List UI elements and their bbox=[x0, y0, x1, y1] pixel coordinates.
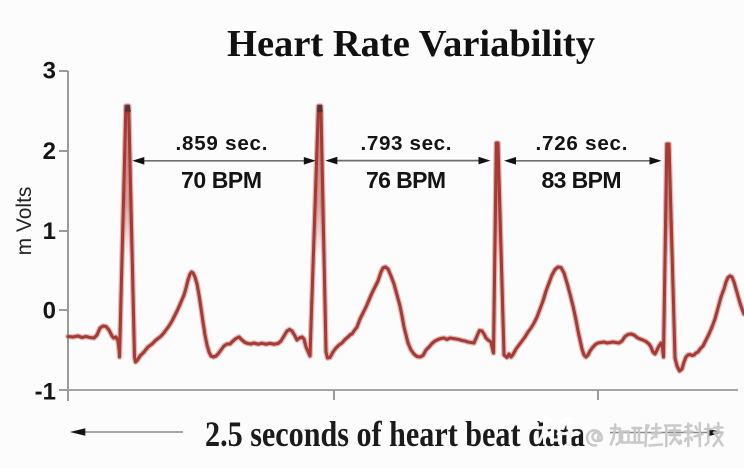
svg-text:83 BPM: 83 BPM bbox=[542, 167, 622, 193]
svg-text:3: 3 bbox=[43, 58, 56, 85]
svg-text:-1: -1 bbox=[35, 379, 56, 406]
svg-text:0: 0 bbox=[43, 298, 56, 325]
svg-text:1: 1 bbox=[43, 218, 56, 245]
svg-text:m Volts: m Volts bbox=[13, 187, 36, 256]
svg-text:.726 sec.: .726 sec. bbox=[536, 132, 628, 155]
svg-text:70 BPM: 70 BPM bbox=[181, 167, 262, 193]
svg-text:2: 2 bbox=[43, 138, 56, 165]
svg-text:76 BPM: 76 BPM bbox=[366, 167, 446, 193]
svg-text:.859 sec.: .859 sec. bbox=[176, 132, 268, 155]
svg-text:2.5 seconds of heart beat data: 2.5 seconds of heart beat data bbox=[205, 414, 585, 454]
svg-text:Heart Rate Variability: Heart Rate Variability bbox=[227, 23, 595, 65]
svg-text:.793 sec.: .793 sec. bbox=[361, 132, 452, 155]
